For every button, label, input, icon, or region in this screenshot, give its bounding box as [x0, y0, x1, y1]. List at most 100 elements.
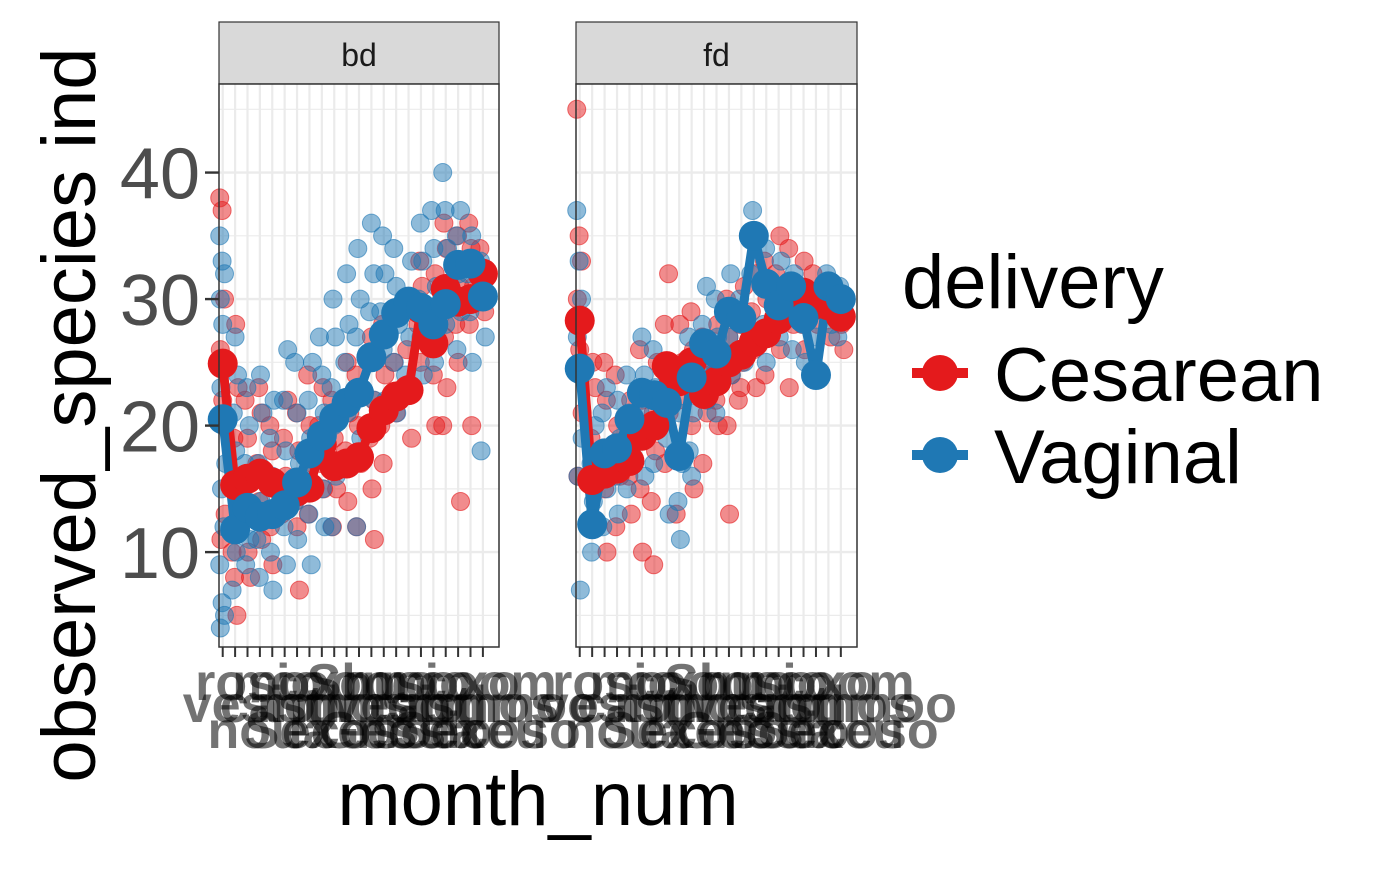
- mean-point-vaginal: [430, 289, 461, 320]
- mean-point-vaginal: [800, 359, 831, 390]
- facet-strip-label: bd: [341, 37, 377, 73]
- data-point-vaginal: [276, 441, 296, 461]
- data-point-vaginal: [670, 529, 690, 549]
- data-point-vaginal: [373, 226, 393, 246]
- data-point-cesarean: [717, 416, 737, 436]
- mean-point-vaginal: [344, 377, 374, 408]
- data-point-cesarean: [659, 264, 679, 284]
- x-tick-label: moxo: [381, 654, 520, 712]
- data-point-vaginal: [632, 327, 652, 347]
- data-point-vaginal: [210, 618, 230, 638]
- mean-point-cesarean: [207, 348, 238, 379]
- data-point-cesarean: [289, 580, 309, 600]
- mean-point-vaginal: [726, 303, 757, 334]
- x-tick-label: noua: [565, 702, 690, 760]
- x-tick-label: mmoo: [652, 676, 808, 734]
- data-point-vaginal: [288, 529, 308, 549]
- x-tick-label: rosio: [552, 654, 679, 712]
- x-tick-label: coom: [776, 654, 915, 712]
- y-axis-title: observed_species ind: [27, 47, 112, 782]
- data-point-vaginal: [756, 352, 776, 372]
- data-point-vaginal: [361, 213, 381, 233]
- x-tick-label: castl: [726, 676, 845, 734]
- data-point-vaginal: [462, 226, 482, 246]
- x-tick-labels: vesiorosionouacastlmoxoSexeummoscoomecos…: [540, 654, 957, 760]
- y-tick-label: 30: [120, 261, 200, 341]
- x-tick-label: ecoso: [282, 702, 432, 760]
- facet-strip-label: fd: [703, 37, 730, 73]
- facets-layer: bdvesiorosionouacastlmoxoSexeummoscoomec…: [183, 21, 957, 760]
- data-point-vaginal: [250, 365, 270, 385]
- data-point-vaginal: [462, 352, 482, 372]
- legend-key-point: [922, 437, 958, 473]
- data-point-cesarean: [338, 492, 358, 512]
- x-tick-label: noua: [207, 702, 332, 760]
- x-tick-label: noua: [714, 702, 839, 760]
- legend-key-point: [922, 355, 958, 391]
- y-axis: 10 20 30 40: [120, 135, 219, 594]
- data-point-cesarean: [779, 378, 799, 398]
- mean-point-vaginal: [564, 353, 595, 384]
- mean-point-cesarean: [393, 375, 424, 406]
- x-tick-label: vesio: [689, 676, 822, 734]
- mean-point-vaginal: [467, 281, 498, 312]
- data-point-vaginal: [302, 352, 322, 372]
- data-point-vaginal: [668, 492, 688, 512]
- x-tick-label: coom: [627, 654, 766, 712]
- data-point-cesarean: [433, 416, 453, 436]
- legend-entry-vaginal: Vaginal: [912, 415, 1242, 500]
- data-point-cesarean: [451, 492, 471, 512]
- data-point-vaginal: [309, 327, 329, 347]
- data-point-cesarean: [720, 504, 740, 524]
- data-point-vaginal: [253, 403, 273, 423]
- x-tick-label: rosio: [344, 654, 471, 712]
- data-point-vaginal: [298, 390, 318, 410]
- x-tick-label: coom: [269, 654, 408, 712]
- data-point-vaginal: [569, 251, 589, 271]
- data-point-vaginal: [471, 441, 491, 461]
- facet-strip: [218, 21, 500, 85]
- facet-bd: bdvesiorosionouacastlmoxoSexeummoscoomec…: [183, 21, 599, 760]
- data-point-vaginal: [721, 264, 741, 284]
- x-tick-label: coom: [418, 654, 557, 712]
- data-point-vaginal: [335, 352, 355, 372]
- x-tick-label: Sexeu: [393, 702, 546, 760]
- x-tick-label: vesio: [331, 676, 464, 734]
- data-point-vaginal: [782, 340, 802, 360]
- x-tick-label: moxo: [739, 654, 878, 712]
- data-point-cesarean: [594, 352, 614, 372]
- data-point-cesarean: [641, 492, 661, 512]
- x-tick-label: mmoo: [443, 676, 599, 734]
- data-point-vaginal: [325, 327, 345, 347]
- x-tick-label: moxo: [589, 654, 728, 712]
- x-tick-label: Sexeu: [602, 702, 755, 760]
- mean-point-vaginal: [455, 248, 486, 279]
- x-tick-label: noua: [356, 702, 481, 760]
- mean-point-cesarean: [639, 410, 670, 441]
- data-point-vaginal: [617, 479, 637, 499]
- data-point-cesarean: [569, 226, 589, 246]
- data-point-vaginal: [287, 403, 307, 423]
- mean-point-vaginal: [701, 338, 732, 369]
- data-point-vaginal: [572, 289, 592, 309]
- x-tick-label: vesio: [183, 676, 316, 734]
- x-tick-label: mmoo: [801, 676, 957, 734]
- x-tick-label: Sexeu: [751, 702, 904, 760]
- mean-point-vaginal: [356, 342, 387, 373]
- mean-point-vaginal: [738, 220, 769, 251]
- x-tick-label: mmos: [614, 676, 767, 734]
- x-tick-label: mmos: [764, 676, 917, 734]
- y-axis-title-group: observed_species ind: [27, 47, 112, 782]
- data-point-vaginal: [771, 251, 791, 271]
- data-point-vaginal: [348, 238, 368, 258]
- legend-label: Vaginal: [994, 415, 1242, 500]
- x-tick-label: Shuo: [664, 654, 794, 712]
- mean-point-cesarean: [564, 305, 595, 336]
- data-point-cesarean: [681, 302, 701, 322]
- legend-entry-cesarean: Cesarean: [912, 333, 1324, 418]
- data-point-vaginal: [350, 289, 370, 309]
- mean-point-vaginal: [269, 490, 300, 521]
